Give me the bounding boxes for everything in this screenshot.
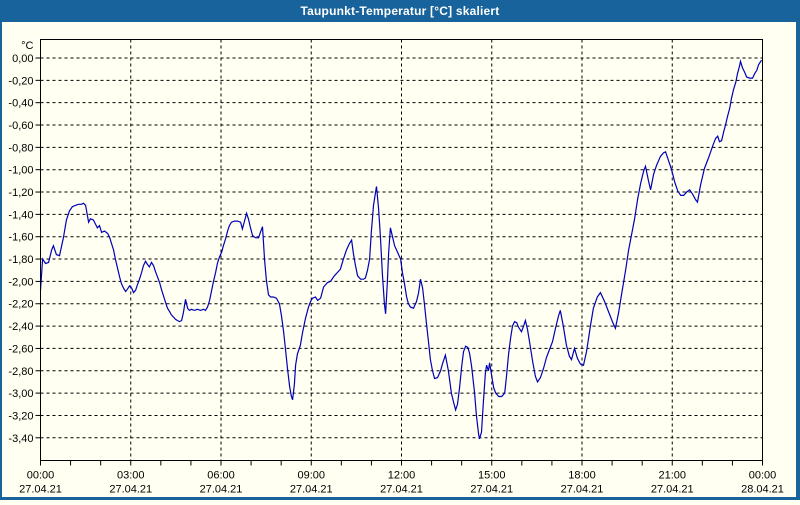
y-axis-tick-label: -3,00 [8,388,33,400]
y-axis-tick-label: -2,40 [8,321,33,333]
y-axis-tick-label: -3,40 [8,433,33,445]
y-axis-tick-label: -0,20 [8,75,33,87]
x-axis-date-label: 27.04.21 [19,484,62,496]
x-axis-time-label: 06:00 [207,470,235,482]
y-axis-tick-label: -1,00 [8,165,33,177]
y-axis-tick-label: -2,80 [8,366,33,378]
y-axis-tick-label: -1,20 [8,187,33,199]
titlebar: Taupunkt-Temperatur [°C] skaliert [0,0,800,22]
x-axis-time-label: 21:00 [658,470,686,482]
y-axis-tick-label: -1,40 [8,209,33,221]
x-axis-date-label: 27.04.21 [651,484,694,496]
plot-area: 0,00 -0,20 -0,40 -0,60 -0,80 -1,00 -1,20 -1,40 -… [8,39,784,496]
y-axis-tick-label: -2,00 [8,276,33,288]
x-axis-date-label: 27.04.21 [561,484,604,496]
x-axis-time-label: 00:00 [27,470,55,482]
y-axis-tick-label: -2,20 [8,299,33,311]
window-title: Taupunkt-Temperatur [°C] skaliert [300,4,500,18]
x-axis-time-label: 12:00 [388,470,416,482]
dewpoint-series-line [39,59,763,440]
y-axis-tick-label: -1,80 [8,254,33,266]
y-axis-unit-label: °C [21,40,33,52]
chart-container: 0,00 -0,20 -0,40 -0,60 -0,80 -1,00 -1,20 -1,40 -… [0,22,800,500]
x-axis-time-label: 09:00 [297,470,325,482]
x-axis-date-label: 27.04.21 [470,484,513,496]
x-axis-time-label: 00:00 [749,470,777,482]
y-axis-tick-label: -3,20 [8,410,33,422]
x-axis-date-label: 27.04.21 [290,484,333,496]
x-axis-date-label: 28.04.21 [741,484,784,496]
x-axis-date-label: 27.04.21 [200,484,243,496]
x-axis-time-label: 18:00 [568,470,596,482]
x-axis-time-label: 03:00 [117,470,145,482]
plot-frame [40,39,763,461]
x-axis-date-label: 27.04.21 [380,484,423,496]
y-axis-tick-label: -0,60 [8,120,33,132]
x-axis-time-label: 15:00 [478,470,506,482]
y-axis-tick-label: -2,60 [8,343,33,355]
y-axis-tick-label: 0,00 [12,53,33,65]
y-axis-tick-label: -1,60 [8,232,33,244]
y-axis-tick-label: -0,40 [8,98,33,110]
y-axis-tick-label: -0,80 [8,142,33,154]
x-axis-date-label: 27.04.21 [109,484,152,496]
